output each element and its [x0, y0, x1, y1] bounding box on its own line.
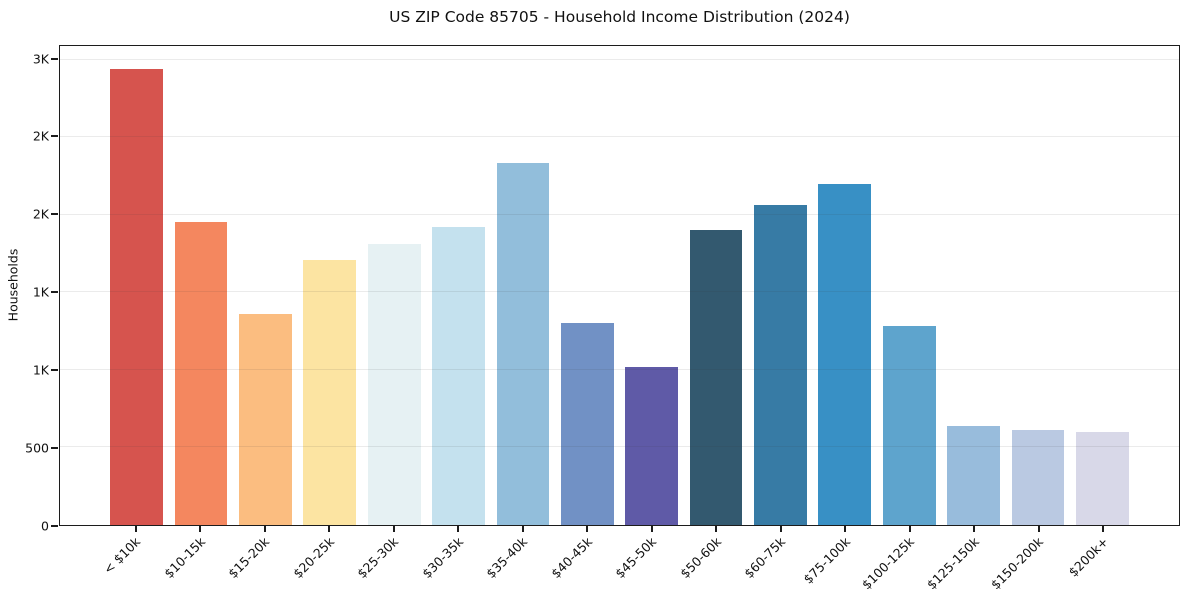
bar-$15-20k: [239, 313, 292, 525]
x-tick-label: $45-50k: [612, 534, 660, 582]
bar-slot: [941, 46, 1005, 525]
x-tick-label: $20-25k: [289, 534, 337, 582]
x-tick-label: $75-100k: [800, 534, 853, 587]
gridline-2500: [60, 136, 1179, 138]
bar-$35-40k: [496, 162, 550, 525]
bar-slot: [362, 46, 426, 525]
x-tick-label: $150-200k: [988, 534, 1047, 590]
y-tick-label: 3K: [32, 51, 49, 67]
y-tick-mark: [51, 57, 58, 60]
y-tick-mark: [51, 369, 58, 372]
bar-slot: [105, 46, 169, 525]
x-tick-label: $100-125k: [859, 534, 918, 590]
x-tick-mark: [715, 526, 718, 532]
x-tick-label: $30-35k: [418, 534, 466, 582]
y-tick-mark: [51, 135, 58, 138]
bar-slot: [169, 46, 233, 525]
bar-$60-75k: [754, 204, 807, 525]
bar-$100-125k: [882, 325, 936, 525]
bar-$10-15k: [174, 222, 228, 525]
x-tick-mark: [586, 526, 589, 532]
gridline-500: [60, 446, 1179, 448]
bar-$200k+: [1075, 431, 1129, 525]
bar-$45-50k: [625, 366, 679, 525]
bar-$20-25k: [303, 259, 357, 525]
y-tick-label: 2K: [32, 206, 49, 222]
x-tick-mark: [650, 526, 653, 532]
y-tick-mark: [51, 447, 58, 450]
bar-slot: [813, 46, 877, 525]
x-tick-mark: [973, 526, 976, 532]
x-tick-label: $125-150k: [923, 534, 982, 590]
plot-area: [59, 45, 1180, 526]
bar-slot: [491, 46, 555, 525]
x-tick-label: $60-75k: [741, 534, 789, 582]
x-tick-mark: [521, 526, 524, 532]
x-tick-mark: [908, 526, 911, 532]
y-tick-mark: [51, 213, 58, 216]
x-tick-label: $200k+: [1065, 534, 1111, 580]
bar-slot: [555, 46, 619, 525]
x-tick-mark: [328, 526, 331, 532]
x-tick-mark: [392, 526, 395, 532]
y-tick-label: 1K: [32, 284, 49, 300]
bar-slot: [748, 46, 812, 525]
bar-$40-45k: [560, 322, 614, 525]
x-tick-label: $10-15k: [160, 534, 208, 582]
y-tick-label: 2K: [32, 128, 49, 144]
bar-slot: [426, 46, 490, 525]
y-tick-mark: [51, 291, 58, 294]
bar-$50-60k: [689, 230, 743, 525]
bar-slot: [233, 46, 297, 525]
bar-slot: [877, 46, 941, 525]
gridline-3000: [60, 58, 1179, 60]
x-tick-label: $35-40k: [483, 534, 531, 582]
x-tick-label: $15-20k: [225, 534, 273, 582]
y-tick-mark: [51, 525, 58, 527]
bar-$125-150k: [947, 426, 1000, 525]
bar-$30-35k: [432, 227, 485, 525]
x-tick-mark: [844, 526, 847, 532]
gridline-1000: [60, 368, 1179, 370]
y-axis-label: Households: [5, 248, 21, 322]
x-tick-mark: [134, 526, 137, 532]
bar-< $10k: [110, 68, 164, 525]
bar-slot: [684, 46, 748, 525]
bar-$25-30k: [367, 244, 421, 525]
gridline-1500: [60, 291, 1179, 293]
x-tick-mark: [199, 526, 202, 532]
bar-slot: [298, 46, 362, 525]
bar-slot: [1070, 46, 1134, 525]
bar-slot: [620, 46, 684, 525]
x-tick-mark: [457, 526, 460, 532]
y-tick-label: 0: [41, 518, 49, 534]
x-tick-label: < $10k: [100, 534, 144, 577]
bar-slot: [1006, 46, 1070, 525]
y-tick-label: 500: [25, 440, 49, 456]
bars-container: [60, 46, 1179, 525]
x-tick-mark: [263, 526, 266, 532]
x-tick-mark: [779, 526, 782, 532]
bar-$75-100k: [818, 183, 872, 525]
x-tick-label: $50-60k: [676, 534, 724, 582]
y-tick-label: 1K: [32, 362, 49, 378]
x-tick-mark: [1102, 526, 1105, 532]
gridline-2000: [60, 213, 1179, 215]
x-tick-mark: [1037, 526, 1040, 532]
x-tick-label: $40-45k: [547, 534, 595, 582]
bar-$150-200k: [1011, 430, 1065, 525]
x-tick-label: $25-30k: [354, 534, 402, 582]
chart-title: US ZIP Code 85705 - Household Income Dis…: [389, 8, 850, 26]
